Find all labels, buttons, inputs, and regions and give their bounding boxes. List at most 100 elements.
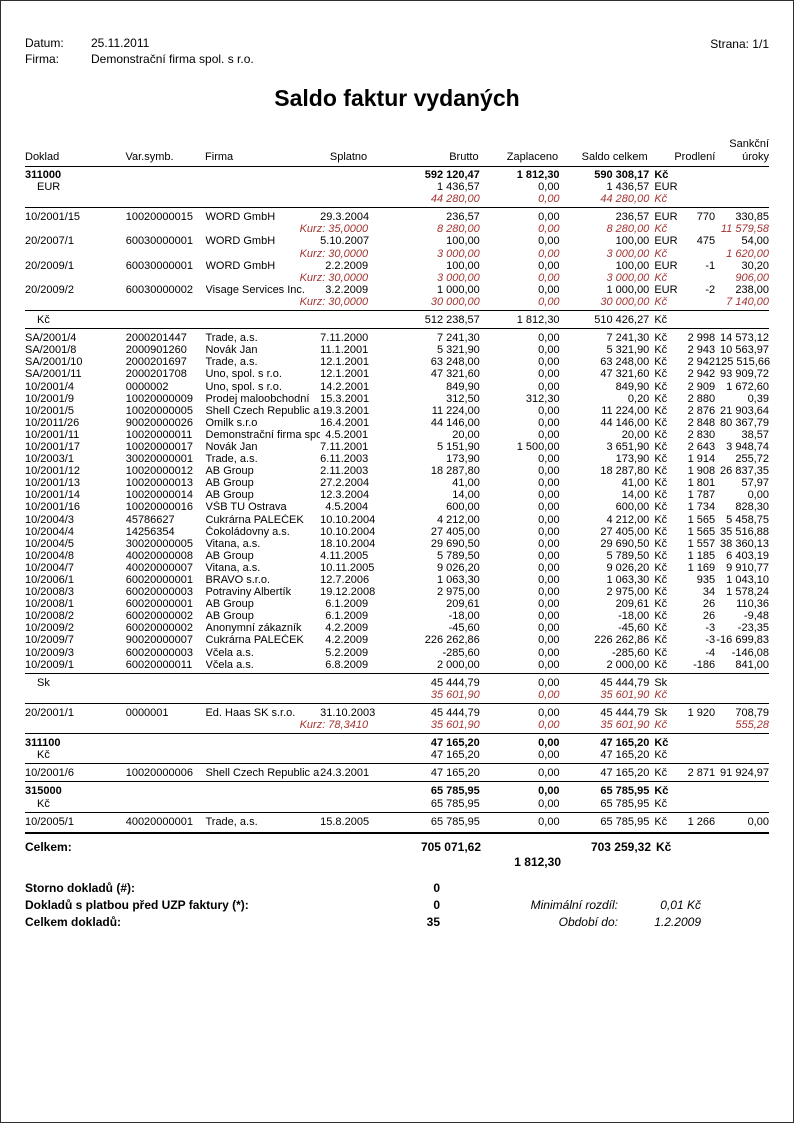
table-row-detail: 10/2001/5 10020000005 Shell Czech Republic… <box>25 405 769 417</box>
cell-prodleni: 2 880 <box>687 392 716 405</box>
cell-prodleni: -2 <box>705 283 716 296</box>
cell-firma: AB Group <box>205 598 254 611</box>
cell-zaplaceno: 0,00 <box>538 477 560 490</box>
cell-prodleni: -4 <box>705 646 716 659</box>
table-row-cursub: Kč 47 165,20 0,00 47 165,20 Kč <box>25 749 769 761</box>
cell-zaplaceno: 0,00 <box>538 513 560 526</box>
totals-spacer <box>25 855 369 870</box>
cell-varsymb <box>126 798 206 810</box>
cell-zaplaceno: 0,00 <box>538 211 560 224</box>
cell-zaplaceno: 0,00 <box>538 561 560 574</box>
table-row-red: 44 280,00 0,00 44 280,00 Kč <box>25 193 769 205</box>
cell-prodleni: 2 909 <box>687 380 716 393</box>
cell-sankcni-uroky: 0,00 <box>747 489 769 502</box>
cell-prodleni: 2 943 <box>687 344 716 357</box>
cell-sankcni-uroky: 14 573,12 <box>720 332 769 345</box>
cell-varsymb <box>126 749 206 761</box>
cell-sankcni-uroky: 26 837,35 <box>720 465 769 478</box>
cell-saldo: 11 224,00 <box>601 404 650 417</box>
cell-varsymb <box>126 193 206 205</box>
cell-sankcni-uroky: 1 043,10 <box>726 574 769 586</box>
cell-doklad: 10/2003/1 <box>25 453 74 466</box>
col-header-prodleni: Prodlení <box>674 151 716 163</box>
cell-doklad: 20/2001/1 <box>25 706 74 719</box>
cell-varsymb: 45786627 <box>125 513 175 526</box>
cell-zaplaceno: 0,00 <box>538 247 560 260</box>
cell-splatno: 2.11.2003 <box>320 465 369 478</box>
cell-varsymb: 60030000001 <box>125 235 193 248</box>
cell-saldo: 600,00 <box>615 501 650 514</box>
cell-firma: Čokoládovny a.s. <box>205 525 290 538</box>
cell-splatno: 12.1.2001 <box>320 356 370 369</box>
header-spacer <box>367 138 478 151</box>
cell-zaplaceno: 0,00 <box>538 676 560 689</box>
cell-prodleni: 770 <box>696 211 716 224</box>
cell-varsymb <box>126 169 206 181</box>
cell-currency: Kč <box>654 169 669 181</box>
cell-saldo: 209,61 <box>615 598 650 611</box>
cell-zaplaceno: 0,00 <box>538 537 560 550</box>
cell-prodleni <box>681 193 715 205</box>
cell-saldo: 1 436,57 <box>606 181 650 194</box>
cell-varsymb: 0000002 <box>125 380 169 393</box>
min-rozdil-label: Minimální rozdíl: <box>530 897 618 912</box>
cell-brutto: 1 063,30 <box>436 574 480 586</box>
col-header-sankcni-line2: úroky <box>742 151 770 163</box>
uzp-label: Dokladů s platbou před UZP faktury (*): <box>25 897 249 912</box>
cell-zaplaceno: 0,00 <box>538 283 560 296</box>
cell-currency: Kč <box>654 646 668 659</box>
meta-datum-row: Datum: 25.11.2011 <box>25 35 769 51</box>
cell-sankcni-uroky: -9,48 <box>743 610 769 623</box>
table-row-detail: 20/2009/2 60030000002 Visage Services Inc.… <box>25 284 769 296</box>
cell-doklad <box>25 272 126 284</box>
cell-firma: AB Group <box>205 477 254 490</box>
col-header-brutto: Brutto <box>449 151 479 163</box>
cell-currency: Kč <box>654 404 668 417</box>
cell-firma <box>206 181 321 193</box>
cell-sankcni-uroky: -16 699,83 <box>716 634 769 647</box>
cell-currency: Kč <box>654 719 668 732</box>
cell-saldo: 9 026,20 <box>606 561 650 574</box>
cell-brutto: 4 212,00 <box>436 513 480 526</box>
cell-prodleni: 1 914 <box>687 453 716 466</box>
cell-saldo: 41,00 <box>621 477 650 490</box>
cell-saldo: 0,20 <box>627 392 650 405</box>
storno-label: Storno dokladů (#): <box>25 880 135 895</box>
cell-prodleni: 1 787 <box>687 489 716 502</box>
cell-splatno: 16.4.2001 <box>320 416 370 429</box>
cell-saldo: 510 426,27 <box>594 314 650 327</box>
col-header-firma: Firma <box>205 151 234 163</box>
cell-prodleni <box>681 169 715 181</box>
totals-spacer <box>481 840 561 855</box>
cell-currency: Kč <box>654 477 668 490</box>
cell-zaplaceno: 0,00 <box>538 785 560 798</box>
cell-zaplaceno: 0,00 <box>538 332 560 345</box>
cell-splatno: 4.2.2009 <box>325 634 369 647</box>
cell-firma: Shell Czech Republic a.s. <box>205 767 321 780</box>
cell-sankcni-uroky <box>715 314 769 326</box>
col-header-splatno: Splatno <box>329 151 368 163</box>
cell-splatno: 19.12.2008 <box>320 586 376 599</box>
cell-brutto: 47 165,20 <box>430 767 480 780</box>
cell-firma <box>206 689 321 701</box>
cell-doklad: 10/2001/4 <box>25 380 74 393</box>
cell-saldo: 2 000,00 <box>606 658 650 671</box>
table-row-detail: 10/2004/7 40020000007 Vitana, a.s. 10.11.20… <box>25 562 769 574</box>
table-row-detail: 10/2001/11 10020000011 Demonstrační firma … <box>25 429 769 441</box>
cell-saldo: 3 000,00 <box>606 247 650 260</box>
cell-prodleni: 2 876 <box>687 404 716 417</box>
table-row-detail: 10/2001/6 10020000006 Shell Czech Republic… <box>25 767 769 779</box>
cell-brutto: 47 165,20 <box>430 737 480 750</box>
cell-doklad: 10/2004/8 <box>25 549 74 562</box>
totals-spacer <box>369 855 481 870</box>
cell-saldo: 20,00 <box>621 428 650 441</box>
cell-varsymb: 10020000016 <box>125 501 194 514</box>
cell-brutto: 44 146,00 <box>430 416 480 429</box>
cell-brutto: 226 262,86 <box>424 634 480 647</box>
cell-varsymb: 10020000012 <box>125 465 193 478</box>
cell-varsymb: 60020000002 <box>125 610 194 623</box>
table-row-detail: 10/2001/4 0000002 Uno, spol. s r.o. 14.2.20… <box>25 381 769 393</box>
datum-label: Datum: <box>25 36 64 50</box>
cell-prodleni: 2 998 <box>687 332 716 345</box>
footer-row-storno: Storno dokladů (#): 0 <box>25 880 769 897</box>
